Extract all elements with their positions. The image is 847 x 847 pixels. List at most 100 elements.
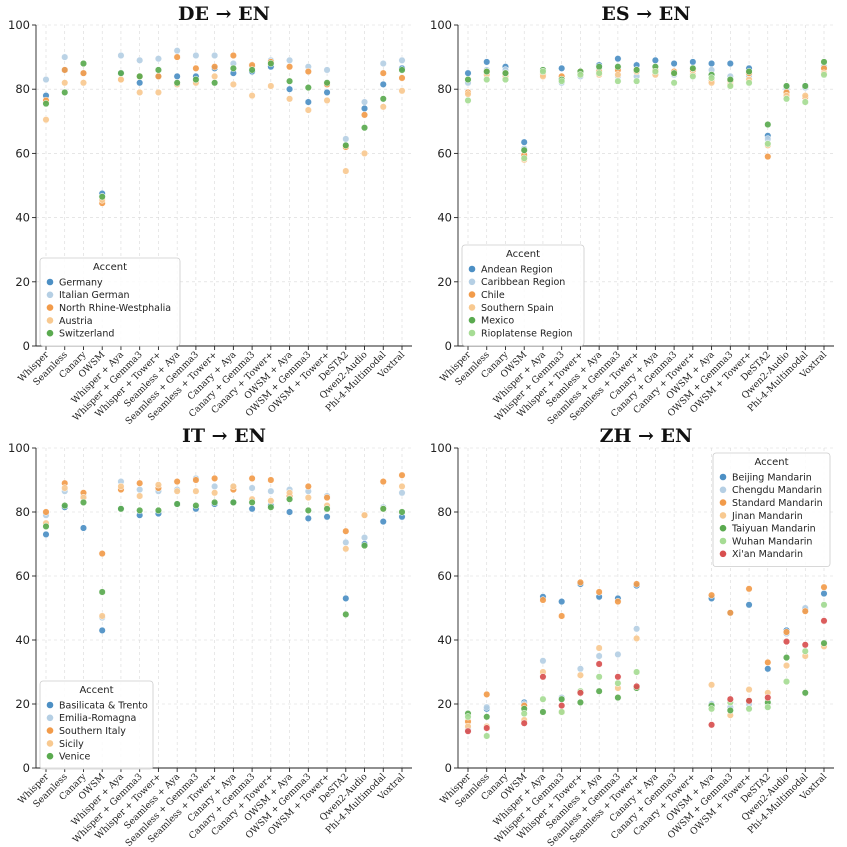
data-point [267, 82, 275, 90]
data-point [726, 609, 734, 617]
legend-marker [468, 329, 476, 337]
data-point [614, 679, 622, 687]
data-point [745, 79, 753, 87]
data-point [360, 111, 369, 119]
y-tick-label: 60 [15, 146, 30, 160]
data-point [342, 167, 350, 175]
legend-label: Germany [59, 277, 103, 288]
data-point [539, 67, 547, 76]
data-point [464, 96, 472, 104]
data-point [136, 486, 144, 494]
data-point [726, 59, 734, 68]
data-point [248, 92, 256, 100]
panel-es-en: ES → EN020406080100WhisperSeamlessCanary… [430, 3, 834, 427]
data-point [211, 482, 219, 490]
data-point [576, 71, 584, 79]
data-point [595, 644, 603, 652]
data-point [79, 498, 88, 506]
legend-label: Andean Region [481, 264, 553, 275]
data-point [764, 703, 772, 711]
legend-marker [719, 512, 727, 519]
data-point [154, 481, 162, 489]
data-point [614, 71, 622, 79]
data-point [745, 601, 753, 609]
panel-it-en: IT → EN020406080100WhisperSeamlessCanary… [8, 425, 412, 847]
legend: Accent Germany Italian German North Rhine-W… [39, 257, 181, 347]
data-point [117, 51, 125, 60]
data-point [136, 492, 144, 500]
legend-label: Caribbean Region [481, 277, 565, 288]
y-tick-label: 40 [15, 211, 30, 225]
legend-box [39, 257, 181, 347]
data-point [323, 494, 331, 502]
data-point [398, 56, 406, 64]
data-point [248, 498, 256, 506]
data-point [483, 713, 491, 721]
data-point [558, 598, 566, 606]
data-point [173, 500, 181, 508]
legend-label: Jinan Mandarin [731, 511, 803, 522]
data-point [520, 710, 528, 718]
data-point [483, 690, 491, 698]
panel-de-en: DE → EN020406080100WhisperSeamlessCanary… [8, 3, 412, 427]
data-point [173, 72, 181, 80]
legend-marker [719, 537, 727, 545]
data-point [211, 489, 219, 497]
data-point [98, 588, 106, 596]
data-point [398, 508, 406, 516]
data-point [801, 98, 809, 106]
data-point [558, 77, 566, 85]
legend-title: Accent [506, 249, 540, 260]
data-point [820, 601, 828, 609]
data-point [595, 673, 603, 681]
legend-label: Emilia-Romagna [59, 713, 136, 724]
data-point [801, 689, 809, 697]
y-tick-label: 60 [437, 146, 452, 160]
data-point [360, 149, 369, 157]
legend-marker [46, 291, 54, 299]
data-point [98, 612, 106, 620]
data-point [764, 153, 772, 161]
data-point [173, 487, 181, 495]
data-point [136, 72, 144, 80]
data-point [323, 88, 331, 96]
data-point [117, 76, 125, 84]
chart-title: ES → EN [601, 3, 690, 25]
data-point [801, 607, 809, 615]
data-point [539, 673, 547, 681]
data-point [154, 55, 162, 63]
y-tick-label: 100 [8, 18, 30, 32]
data-point [670, 59, 678, 68]
y-tick-label: 0 [23, 339, 30, 353]
data-point [633, 634, 641, 642]
data-point [539, 695, 547, 703]
legend-marker [719, 550, 727, 558]
legend-box [712, 452, 831, 567]
data-point [342, 610, 350, 618]
data-point [708, 59, 716, 68]
data-point [614, 63, 622, 71]
data-point [79, 524, 88, 532]
data-point [651, 67, 659, 76]
legend-marker [46, 752, 54, 760]
data-point [248, 484, 256, 492]
legend: Accent Andean Region Caribbean Region Chile… [461, 244, 585, 347]
data-point [192, 76, 200, 84]
data-point [248, 474, 256, 482]
data-point [360, 104, 369, 113]
data-point [708, 591, 716, 599]
data-point [801, 647, 809, 655]
data-point [595, 660, 603, 668]
data-point [689, 64, 697, 72]
data-point [782, 628, 791, 636]
data-point [820, 590, 828, 598]
legend-marker [719, 499, 727, 506]
legend-label: Wuhan Mandarin [732, 536, 812, 547]
data-point [464, 76, 472, 84]
data-point [633, 682, 641, 690]
data-point [745, 686, 753, 694]
legend-label: Rioplatense Region [481, 328, 572, 339]
data-point [782, 654, 791, 662]
data-point [576, 671, 584, 679]
